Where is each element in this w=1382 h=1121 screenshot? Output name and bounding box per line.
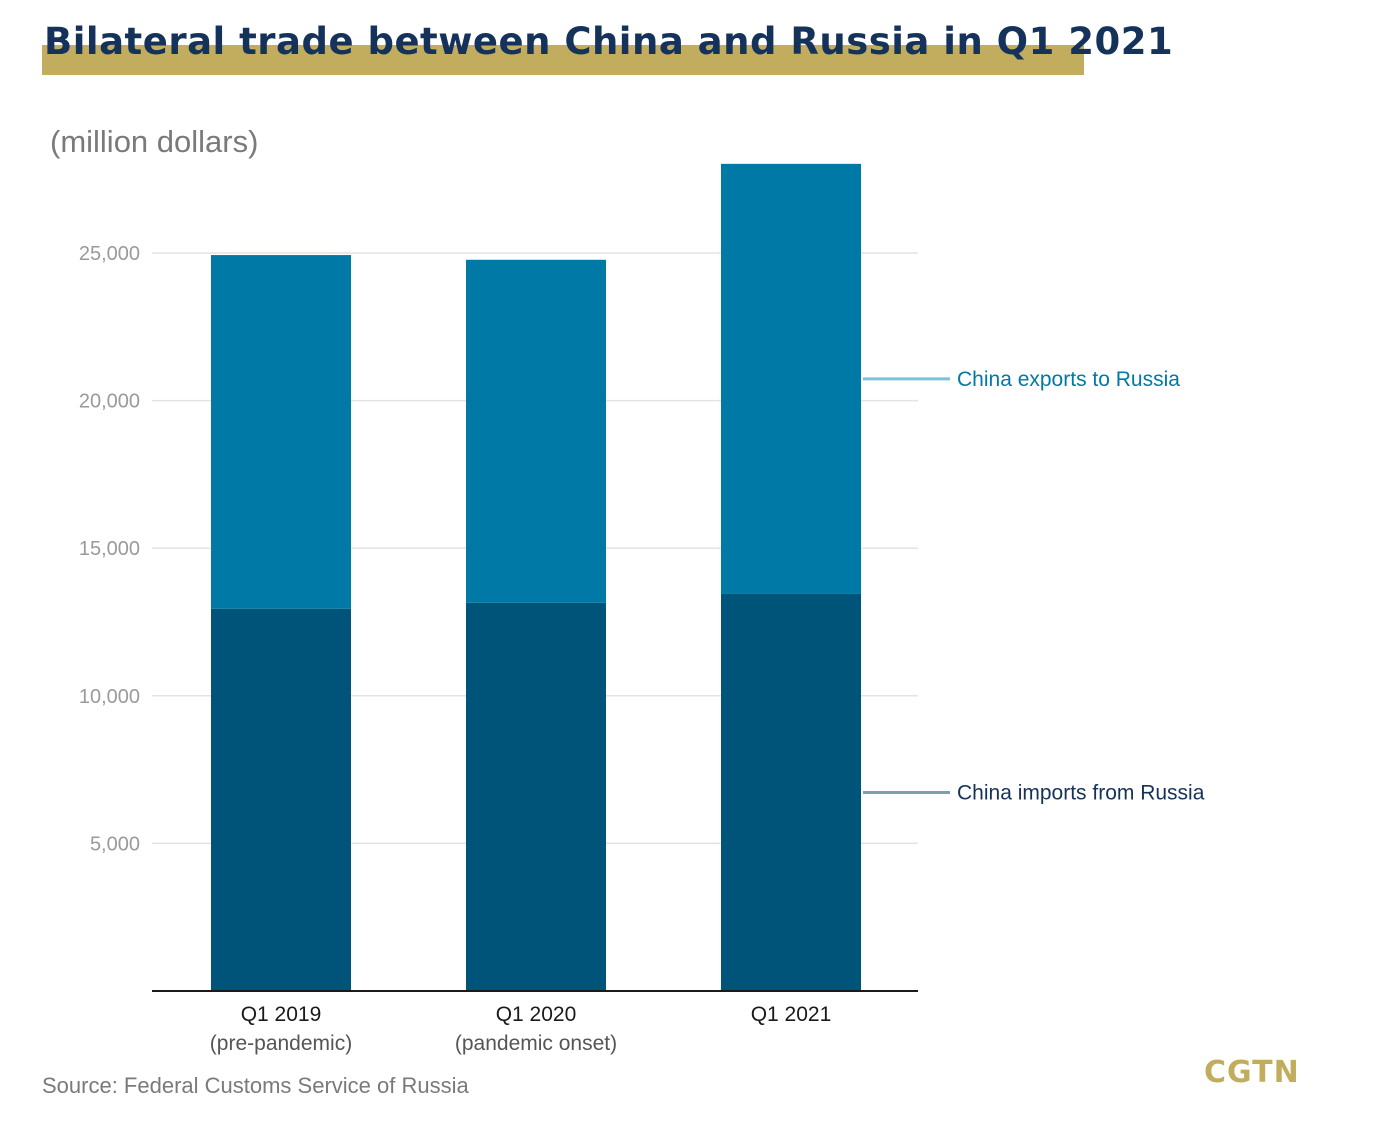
unit-label: (million dollars) [50,124,259,159]
x-tick-sublabel: (pandemic onset) [455,1032,617,1055]
legend-exports: China exports to Russia [957,368,1180,391]
bar-exports [721,163,861,594]
bars [211,163,861,991]
x-tick-label: Q1 2019 [241,1003,322,1026]
x-tick-label: Q1 2020 [496,1003,577,1026]
bar-exports [211,255,351,609]
bar-exports [466,259,606,603]
legend-imports: China imports from Russia [957,781,1205,804]
y-tick-label: 15,000 [79,538,140,560]
y-tick-label: 25,000 [79,243,140,265]
chart-title: Bilateral trade between China and Russia… [44,20,1174,63]
y-axis-ticks: 5,000 10,000 15,000 20,000 25,000 [79,243,140,855]
x-axis-labels: Q1 2019 (pre-pandemic) Q1 2020 (pandemic on… [210,1003,831,1055]
bar-imports [211,608,351,991]
y-tick-label: 5,000 [90,833,140,855]
bar-imports [721,593,861,991]
x-tick-label: Q1 2021 [751,1003,832,1026]
bar-imports [466,602,606,991]
y-tick-label: 10,000 [79,686,140,708]
legend: China imports from Russia China exports t… [863,368,1205,804]
cgtn-logo: CGTN [1204,1055,1300,1090]
title-underline [42,45,1084,75]
source-note: Source: Federal Customs Service of Russi… [42,1073,469,1098]
x-tick-sublabel: (pre-pandemic) [210,1032,352,1055]
y-tick-label: 20,000 [79,391,140,413]
